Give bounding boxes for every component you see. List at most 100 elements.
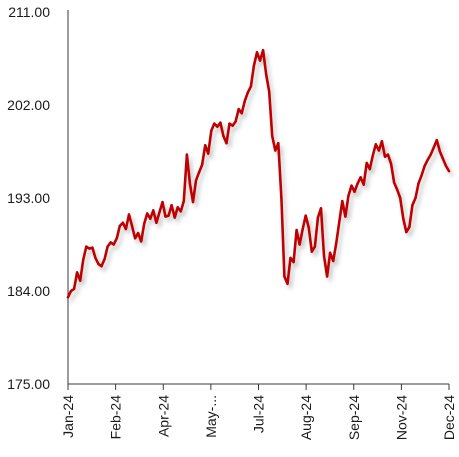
data-point <box>274 149 277 152</box>
data-point <box>402 217 405 220</box>
data-point <box>164 215 167 218</box>
x-tick-label: Jan-24 <box>60 395 76 438</box>
data-point <box>100 265 103 268</box>
data-point <box>399 196 402 200</box>
data-point <box>429 153 432 156</box>
data-point <box>79 279 82 282</box>
y-tick-label: 184.00 <box>7 283 50 299</box>
data-point <box>277 142 280 145</box>
data-point <box>344 215 347 218</box>
data-point <box>301 227 304 231</box>
data-point <box>66 296 70 299</box>
data-point <box>121 221 125 224</box>
data-point <box>304 214 307 217</box>
y-axis: 175.00 184.00 193.00 202.00 211.00 <box>7 4 69 392</box>
data-point <box>97 262 100 266</box>
data-point <box>158 211 161 214</box>
data-point <box>210 129 213 132</box>
data-point <box>197 171 201 174</box>
data-point <box>335 242 338 245</box>
data-point <box>322 254 326 258</box>
data-point <box>185 153 189 156</box>
data-point <box>338 220 341 223</box>
data-point <box>88 247 91 250</box>
data-point <box>444 164 448 168</box>
data-point <box>133 237 137 240</box>
data-point <box>155 221 158 224</box>
data-point <box>292 260 295 264</box>
data-point <box>176 206 179 209</box>
data-point <box>249 85 253 88</box>
data-point <box>271 134 274 138</box>
data-point <box>118 224 122 228</box>
x-tick-label: Jul-24 <box>251 395 267 433</box>
data-point <box>161 200 164 204</box>
x-tick-label: Nov-24 <box>393 395 409 440</box>
data-point <box>365 161 368 165</box>
data-point <box>359 176 362 179</box>
x-tick-label: May-... <box>203 395 219 438</box>
data-point <box>325 275 329 278</box>
data-point <box>222 134 225 138</box>
y-tick-label: 193.00 <box>7 190 50 206</box>
y-tick-label: 175.00 <box>7 376 50 392</box>
data-point <box>127 213 131 216</box>
y-tick-label: 211.00 <box>8 4 50 20</box>
data-point <box>441 157 445 160</box>
data-point <box>341 199 344 203</box>
data-point <box>234 120 237 123</box>
x-tick-label: Aug-24 <box>298 395 314 440</box>
data-point <box>313 245 317 248</box>
data-point <box>124 227 128 231</box>
x-tick-label: Sep-24 <box>346 395 362 440</box>
data-point <box>414 196 417 200</box>
data-point <box>411 204 414 207</box>
data-point <box>216 125 219 128</box>
data-point <box>389 162 393 166</box>
data-point <box>112 243 115 246</box>
data-point <box>420 174 423 177</box>
data-point <box>316 216 320 219</box>
data-point <box>298 243 301 246</box>
y-tick-label: 202.00 <box>7 97 50 113</box>
data-point <box>405 230 408 234</box>
data-point <box>82 258 85 262</box>
data-point <box>362 183 365 186</box>
data-point <box>149 217 152 220</box>
data-point <box>295 228 298 232</box>
data-point <box>231 124 234 127</box>
data-point <box>377 149 381 152</box>
data-point <box>106 245 109 248</box>
data-point <box>182 199 185 203</box>
data-point <box>225 142 228 145</box>
data-point <box>252 64 256 67</box>
data-point <box>264 72 268 76</box>
data-point <box>408 225 411 229</box>
data-point <box>258 59 262 62</box>
data-point <box>261 49 265 52</box>
data-point <box>219 121 222 124</box>
data-point <box>328 251 332 254</box>
data-point <box>173 216 176 219</box>
data-point <box>243 99 246 103</box>
data-point <box>170 204 173 207</box>
data-point <box>240 112 243 115</box>
data-point <box>146 212 149 215</box>
data-point <box>179 210 182 213</box>
x-tick-label: Dec-24 <box>441 395 457 440</box>
data-point <box>140 240 143 243</box>
data-point <box>423 164 426 168</box>
data-point <box>167 214 170 217</box>
data-point <box>438 150 442 153</box>
data-point <box>85 245 88 248</box>
data-point <box>435 138 438 142</box>
data-point <box>143 222 146 225</box>
data-point <box>286 282 289 285</box>
data-point <box>109 241 112 244</box>
data-point <box>310 250 313 253</box>
data-point <box>91 246 94 249</box>
data-point <box>392 181 396 184</box>
data-point <box>417 182 420 185</box>
